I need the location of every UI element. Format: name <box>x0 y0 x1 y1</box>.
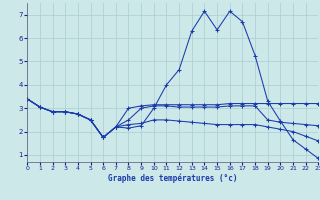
X-axis label: Graphe des températures (°c): Graphe des températures (°c) <box>108 174 237 183</box>
